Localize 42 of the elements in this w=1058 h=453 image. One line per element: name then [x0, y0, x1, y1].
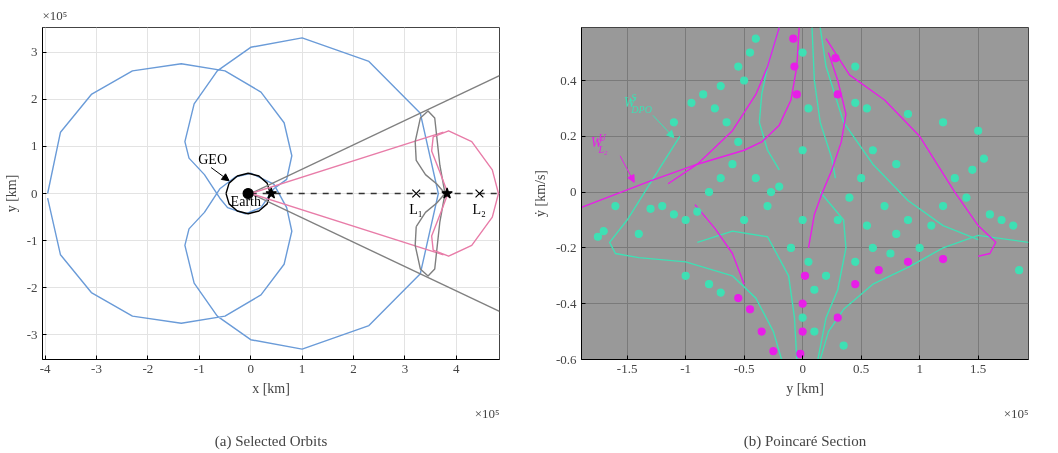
text: ×10⁵	[1003, 405, 1029, 421]
y-tick-label: -2	[26, 279, 38, 295]
annotation: Earth	[230, 193, 261, 209]
y-tick-label: 2	[31, 91, 38, 107]
x-tick-label: 0.5	[853, 360, 870, 376]
x-tick-label: 1	[916, 360, 923, 376]
x-axis-title: x [km]	[252, 380, 290, 396]
y-tick-label: -1	[26, 232, 38, 248]
y-tick-label: -3	[26, 326, 38, 342]
annotation: L₂	[472, 202, 486, 218]
x-tick-label: 3	[401, 360, 409, 376]
y-tick-label: 1	[31, 138, 38, 154]
x-tick-label: -1.5	[616, 360, 638, 376]
text: ×10⁵	[42, 7, 68, 23]
y-tick-label: -0.6	[555, 351, 577, 367]
text: ×10⁵	[474, 405, 500, 421]
x-tick-label: 2	[350, 360, 357, 376]
y-tick-label: 0.2	[560, 128, 577, 144]
text: (a) Selected Orbits	[214, 432, 328, 450]
y-axis-title: ẏ [km/s]	[532, 169, 548, 218]
x-axis-title: y [km]	[786, 380, 824, 396]
y-tick-label: 0	[31, 185, 38, 201]
x-tick-label: 0	[799, 360, 806, 376]
text: (b) Poincaré Section	[743, 432, 867, 450]
y-tick-label: 0.4	[560, 72, 577, 88]
x-tick-label: 1.5	[970, 360, 987, 376]
x-tick-label: 0	[247, 360, 254, 376]
x-tick-label: 4	[453, 360, 461, 376]
x-tick-label: -1	[680, 360, 692, 376]
y-tick-label: 0	[570, 184, 577, 200]
annotation: GEO	[198, 151, 228, 167]
annotation: L₁	[409, 202, 423, 218]
x-tick-label: 1	[298, 360, 306, 376]
y-tick-label: 3	[31, 44, 38, 60]
x-tick-label: -3	[91, 360, 102, 376]
x-tick-label: -1	[193, 360, 205, 376]
x-tick-label: -4	[39, 360, 51, 376]
x-tick-label: -2	[142, 360, 154, 376]
x-tick-label: -0.5	[733, 360, 755, 376]
y-axis-title: y [km]	[3, 174, 19, 213]
y-tick-label: -0.4	[555, 295, 577, 311]
y-tick-label: -0.2	[555, 239, 577, 255]
